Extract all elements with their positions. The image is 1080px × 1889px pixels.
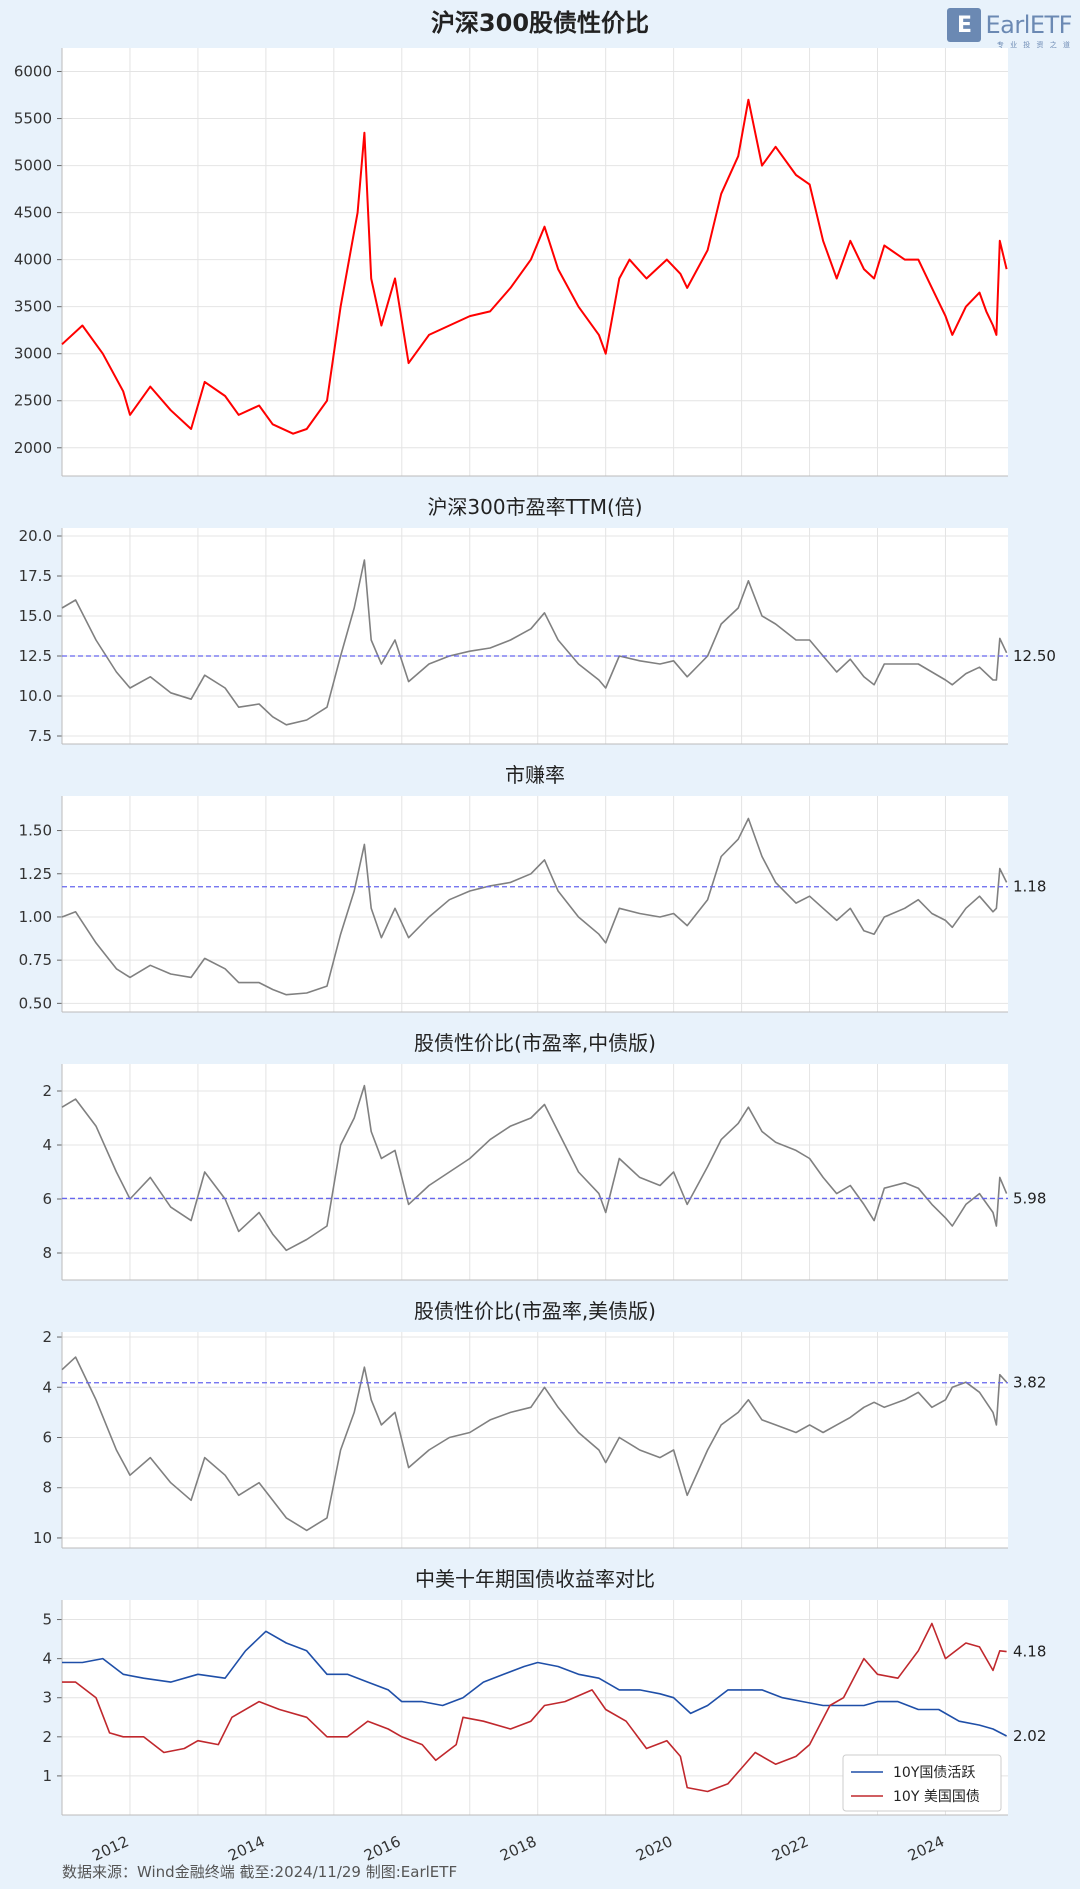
legend-label: 10Y国债活跃 xyxy=(893,1765,975,1781)
y-tick-label: 3500 xyxy=(14,298,52,316)
y-tick-label: 0.75 xyxy=(19,951,52,969)
y-tick-label: 3 xyxy=(42,1689,52,1707)
series-line xyxy=(61,559,1008,726)
x-tick-label: 2020 xyxy=(633,1832,675,1864)
y-tick-label: 2 xyxy=(42,1082,52,1100)
y-tick-label: 8 xyxy=(42,1244,52,1262)
x-tick-label: 2012 xyxy=(89,1832,131,1864)
plot-area xyxy=(62,528,1008,744)
series-line xyxy=(61,98,1008,435)
y-tick-label: 2500 xyxy=(14,392,52,410)
x-tick-label: 2022 xyxy=(769,1832,811,1864)
y-tick-label: 5 xyxy=(42,1611,52,1629)
x-tick-label: 2016 xyxy=(361,1832,403,1864)
y-tick-label: 12.5 xyxy=(19,647,52,665)
y-tick-label: 7.5 xyxy=(28,727,52,745)
series-line xyxy=(61,817,1008,996)
reference-value-label: 12.50 xyxy=(1013,647,1056,665)
y-tick-label: 2000 xyxy=(14,439,52,457)
y-tick-label: 4500 xyxy=(14,204,52,222)
y-tick-label: 15.0 xyxy=(19,607,52,625)
series-line xyxy=(61,1084,1008,1252)
reference-value-label: 3.82 xyxy=(1013,1374,1046,1392)
y-tick-label: 6 xyxy=(42,1428,52,1446)
y-tick-label: 17.5 xyxy=(19,567,52,585)
panel-title: 市赚率 xyxy=(505,763,565,787)
panel-title: 沪深300市盈率TTM(倍) xyxy=(427,495,642,519)
x-tick-label: 2018 xyxy=(497,1832,539,1864)
series-line xyxy=(61,1356,1008,1532)
series-end-label: 2.02 xyxy=(1013,1727,1046,1745)
x-tick-label: 2014 xyxy=(225,1832,267,1864)
y-tick-label: 5000 xyxy=(14,157,52,175)
series-line xyxy=(62,1630,1007,1737)
logo-text: EarlETF xyxy=(985,11,1072,39)
y-tick-label: 2 xyxy=(42,1328,52,1346)
panel-title: 中美十年期国债收益率对比 xyxy=(415,1567,655,1591)
y-tick-label: 20.0 xyxy=(19,527,52,545)
x-tick-label: 2024 xyxy=(905,1832,947,1864)
y-tick-label: 2 xyxy=(42,1728,52,1746)
legend-box xyxy=(842,1754,1002,1812)
plot-area xyxy=(62,1332,1008,1548)
y-tick-label: 4 xyxy=(42,1650,52,1668)
plot-area xyxy=(62,1064,1008,1280)
legend-label: 10Y 美国国债 xyxy=(893,1789,980,1805)
footer-source: 数据来源：Wind金融终端 截至:2024/11/29 制图:EarlETF xyxy=(62,1863,458,1881)
y-tick-label: 10 xyxy=(33,1529,52,1547)
y-tick-label: 4 xyxy=(42,1378,52,1396)
panel-title: 股债性价比(市盈率,中债版) xyxy=(414,1031,656,1055)
series-line xyxy=(62,1622,1007,1793)
logo-sub: 专 业 投 资 之 道 xyxy=(996,41,1072,49)
reference-value-label: 1.18 xyxy=(1013,878,1046,896)
logo: E EarlETF 专 业 投 资 之 道 xyxy=(947,8,1072,49)
y-tick-label: 4000 xyxy=(14,251,52,269)
panel-title: 股债性价比(市盈率,美债版) xyxy=(414,1299,656,1323)
y-tick-label: 1.00 xyxy=(19,908,52,926)
y-tick-label: 3000 xyxy=(14,345,52,363)
reference-value-label: 5.98 xyxy=(1013,1189,1046,1207)
y-tick-label: 5500 xyxy=(14,110,52,128)
y-tick-label: 1.25 xyxy=(19,865,52,883)
y-tick-label: 10.0 xyxy=(19,687,52,705)
y-tick-label: 1.50 xyxy=(19,822,52,840)
y-tick-label: 0.50 xyxy=(19,994,52,1012)
plot-area xyxy=(62,48,1008,476)
logo-mark: E xyxy=(947,8,982,42)
y-tick-label: 8 xyxy=(42,1479,52,1497)
series-end-label: 4.18 xyxy=(1013,1643,1046,1661)
plot-area xyxy=(62,796,1008,1012)
y-tick-label: 1 xyxy=(42,1767,52,1785)
y-tick-label: 6000 xyxy=(14,63,52,81)
y-tick-label: 4 xyxy=(42,1136,52,1154)
main-title: 沪深300股债性价比 xyxy=(431,9,649,37)
y-tick-label: 6 xyxy=(42,1190,52,1208)
